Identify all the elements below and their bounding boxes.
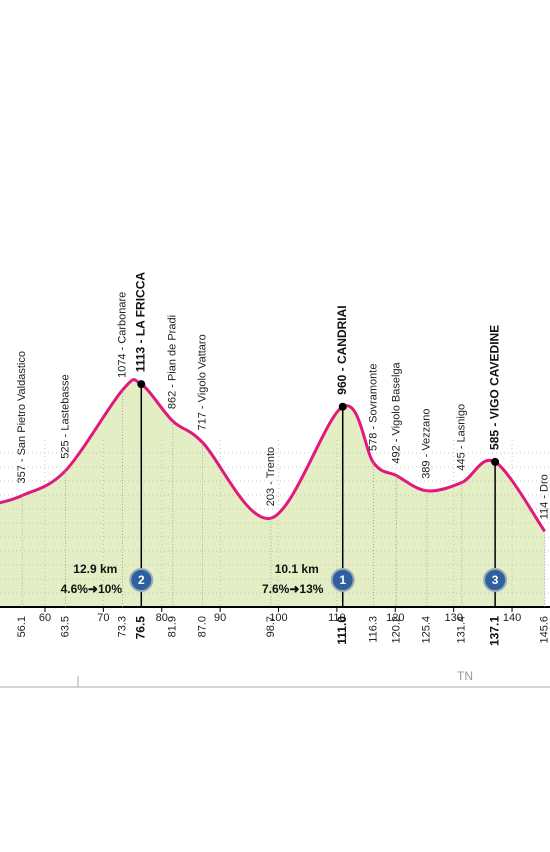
summit-dot [338,402,347,411]
km-label: 120.2 [390,616,402,644]
climb-length: 12.9 km [73,562,117,576]
region-label: TN [457,669,473,683]
climb-length: 10.1 km [275,562,319,576]
climb-gradient: 7.6%➜13% [262,582,324,596]
km-label: 137.1 [487,616,501,646]
point-label: 357 - San Pietro Valdastico [16,351,28,483]
x-tick-label: 110 [328,612,346,624]
profile-line [0,378,546,533]
km-label: 73.3 [117,616,129,637]
km-label: 131.4 [456,616,468,644]
x-tick-label: 90 [214,612,226,624]
x-tick-label: 80 [156,612,168,624]
point-label: 1113 - LA FRICCA [133,272,147,373]
point-label: 862 - Pian de Pradi [167,315,179,409]
gpm-badge [129,568,154,592]
km-label: 125.4 [421,616,433,644]
x-tick-label: 60 [39,612,51,624]
km-label: 81.9 [167,616,179,637]
point-label: 525 - Lastebasse [59,374,71,458]
summit-dot [491,457,500,466]
point-label: 585 - VIGO CAVEDINE [487,325,501,450]
km-label: 145.6 [539,616,550,644]
km-label: 116.3 [368,616,380,643]
point-label: 445 - Lasnigo [456,404,468,471]
x-tick-label: 100 [269,612,287,624]
point-label: 717 - Vigolo Vattaro [197,334,209,430]
climb-gradient: 4.6%➜10% [61,582,123,596]
gpm-number: 2 [138,573,145,587]
point-label: 960 - CANDRIAI [335,305,349,394]
km-label: 63.5 [59,616,71,637]
gpm-number: 3 [492,573,499,587]
km-label: 76.5 [133,616,147,640]
point-label: 203 - Trento [265,447,277,506]
x-tick-label: 70 [97,612,109,624]
summit-dot [137,380,146,389]
x-tick-label: 120 [386,612,404,624]
x-tick-label: 140 [503,612,521,624]
point-label: 578 - Sovramonte [368,364,380,451]
km-label: 87.0 [197,616,209,637]
km-label: 98.7 [265,616,277,637]
km-label: 111.0 [335,616,349,645]
gpm-number: 1 [339,573,346,587]
gpm-badge [483,568,508,592]
point-label: 389 - Vezzano [421,408,433,478]
point-label: 492 - Vigolo Baselga [390,361,402,463]
km-label: 56.1 [16,616,28,637]
point-label: 1074 - Carbonare [117,292,129,378]
x-tick-label: 130 [444,612,462,624]
profile-area [0,379,545,607]
point-label: 114 - Dro [539,474,550,519]
gpm-badge [330,568,355,592]
